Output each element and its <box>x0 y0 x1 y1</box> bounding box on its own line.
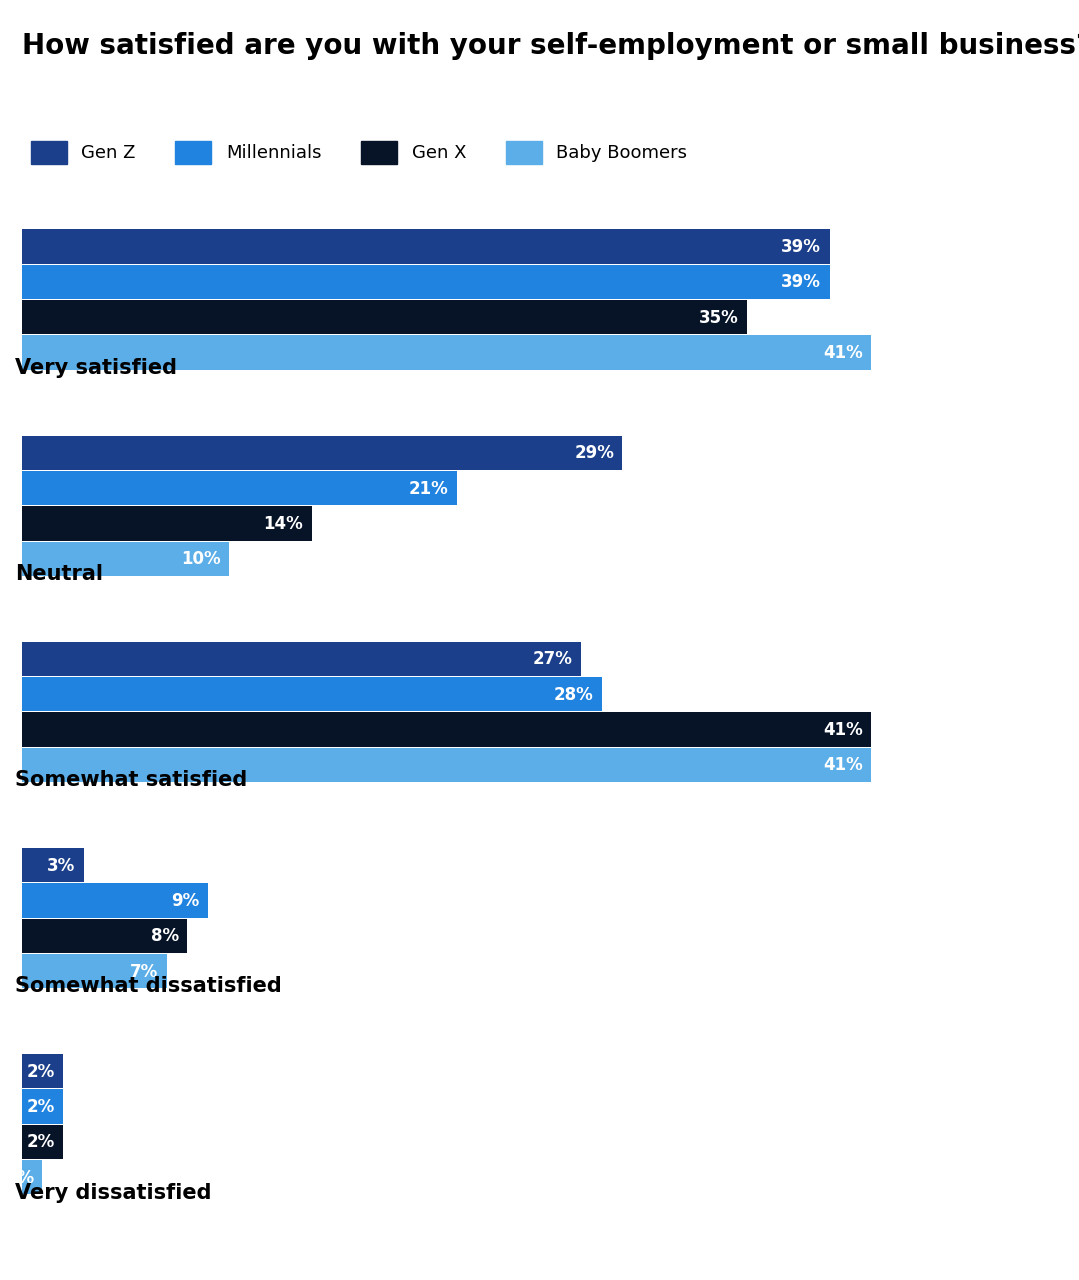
Bar <box>22 1160 42 1194</box>
Bar <box>22 1055 63 1088</box>
Text: Somewhat dissatisfied: Somewhat dissatisfied <box>15 977 282 996</box>
Bar <box>22 919 188 952</box>
Bar <box>22 748 871 782</box>
Text: 9%: 9% <box>172 892 200 910</box>
Legend: Gen Z, Millennials, Gen X, Baby Boomers: Gen Z, Millennials, Gen X, Baby Boomers <box>30 141 687 164</box>
Text: 29%: 29% <box>574 444 614 462</box>
Bar <box>22 335 871 370</box>
Bar <box>22 1125 63 1160</box>
Text: 35%: 35% <box>698 308 738 326</box>
Text: How satisfied are you with your self-employment or small business?: How satisfied are you with your self-emp… <box>22 32 1079 60</box>
Bar <box>22 847 84 882</box>
Bar <box>22 507 312 540</box>
Bar <box>22 471 456 506</box>
Bar <box>22 435 623 470</box>
Bar <box>22 265 830 300</box>
Text: Neutral: Neutral <box>15 564 104 584</box>
Text: Somewhat satisfied: Somewhat satisfied <box>15 771 247 790</box>
Text: 41%: 41% <box>823 344 863 362</box>
Bar <box>22 954 166 988</box>
Text: 2%: 2% <box>27 1062 55 1080</box>
Text: Very dissatisfied: Very dissatisfied <box>15 1183 211 1203</box>
Text: 39%: 39% <box>781 274 821 292</box>
Bar <box>22 713 871 746</box>
Text: 3%: 3% <box>47 856 76 874</box>
Text: 21%: 21% <box>409 480 449 498</box>
Bar <box>22 300 747 334</box>
Text: 41%: 41% <box>823 721 863 739</box>
Bar <box>22 883 208 918</box>
Text: 8%: 8% <box>151 927 179 946</box>
Text: 2%: 2% <box>27 1098 55 1116</box>
Text: 28%: 28% <box>554 686 593 704</box>
Bar <box>22 1089 63 1124</box>
Text: 2%: 2% <box>27 1134 55 1152</box>
Text: 7%: 7% <box>131 963 159 980</box>
Text: 27%: 27% <box>533 650 573 668</box>
Text: Very satisfied: Very satisfied <box>15 358 177 378</box>
Text: 1%: 1% <box>5 1169 35 1187</box>
Text: 10%: 10% <box>181 550 220 568</box>
Bar <box>22 677 602 712</box>
Text: 39%: 39% <box>781 238 821 256</box>
Bar <box>22 641 581 676</box>
Text: 41%: 41% <box>823 756 863 774</box>
Bar <box>22 229 830 264</box>
Text: 14%: 14% <box>263 515 303 532</box>
Bar <box>22 541 229 576</box>
